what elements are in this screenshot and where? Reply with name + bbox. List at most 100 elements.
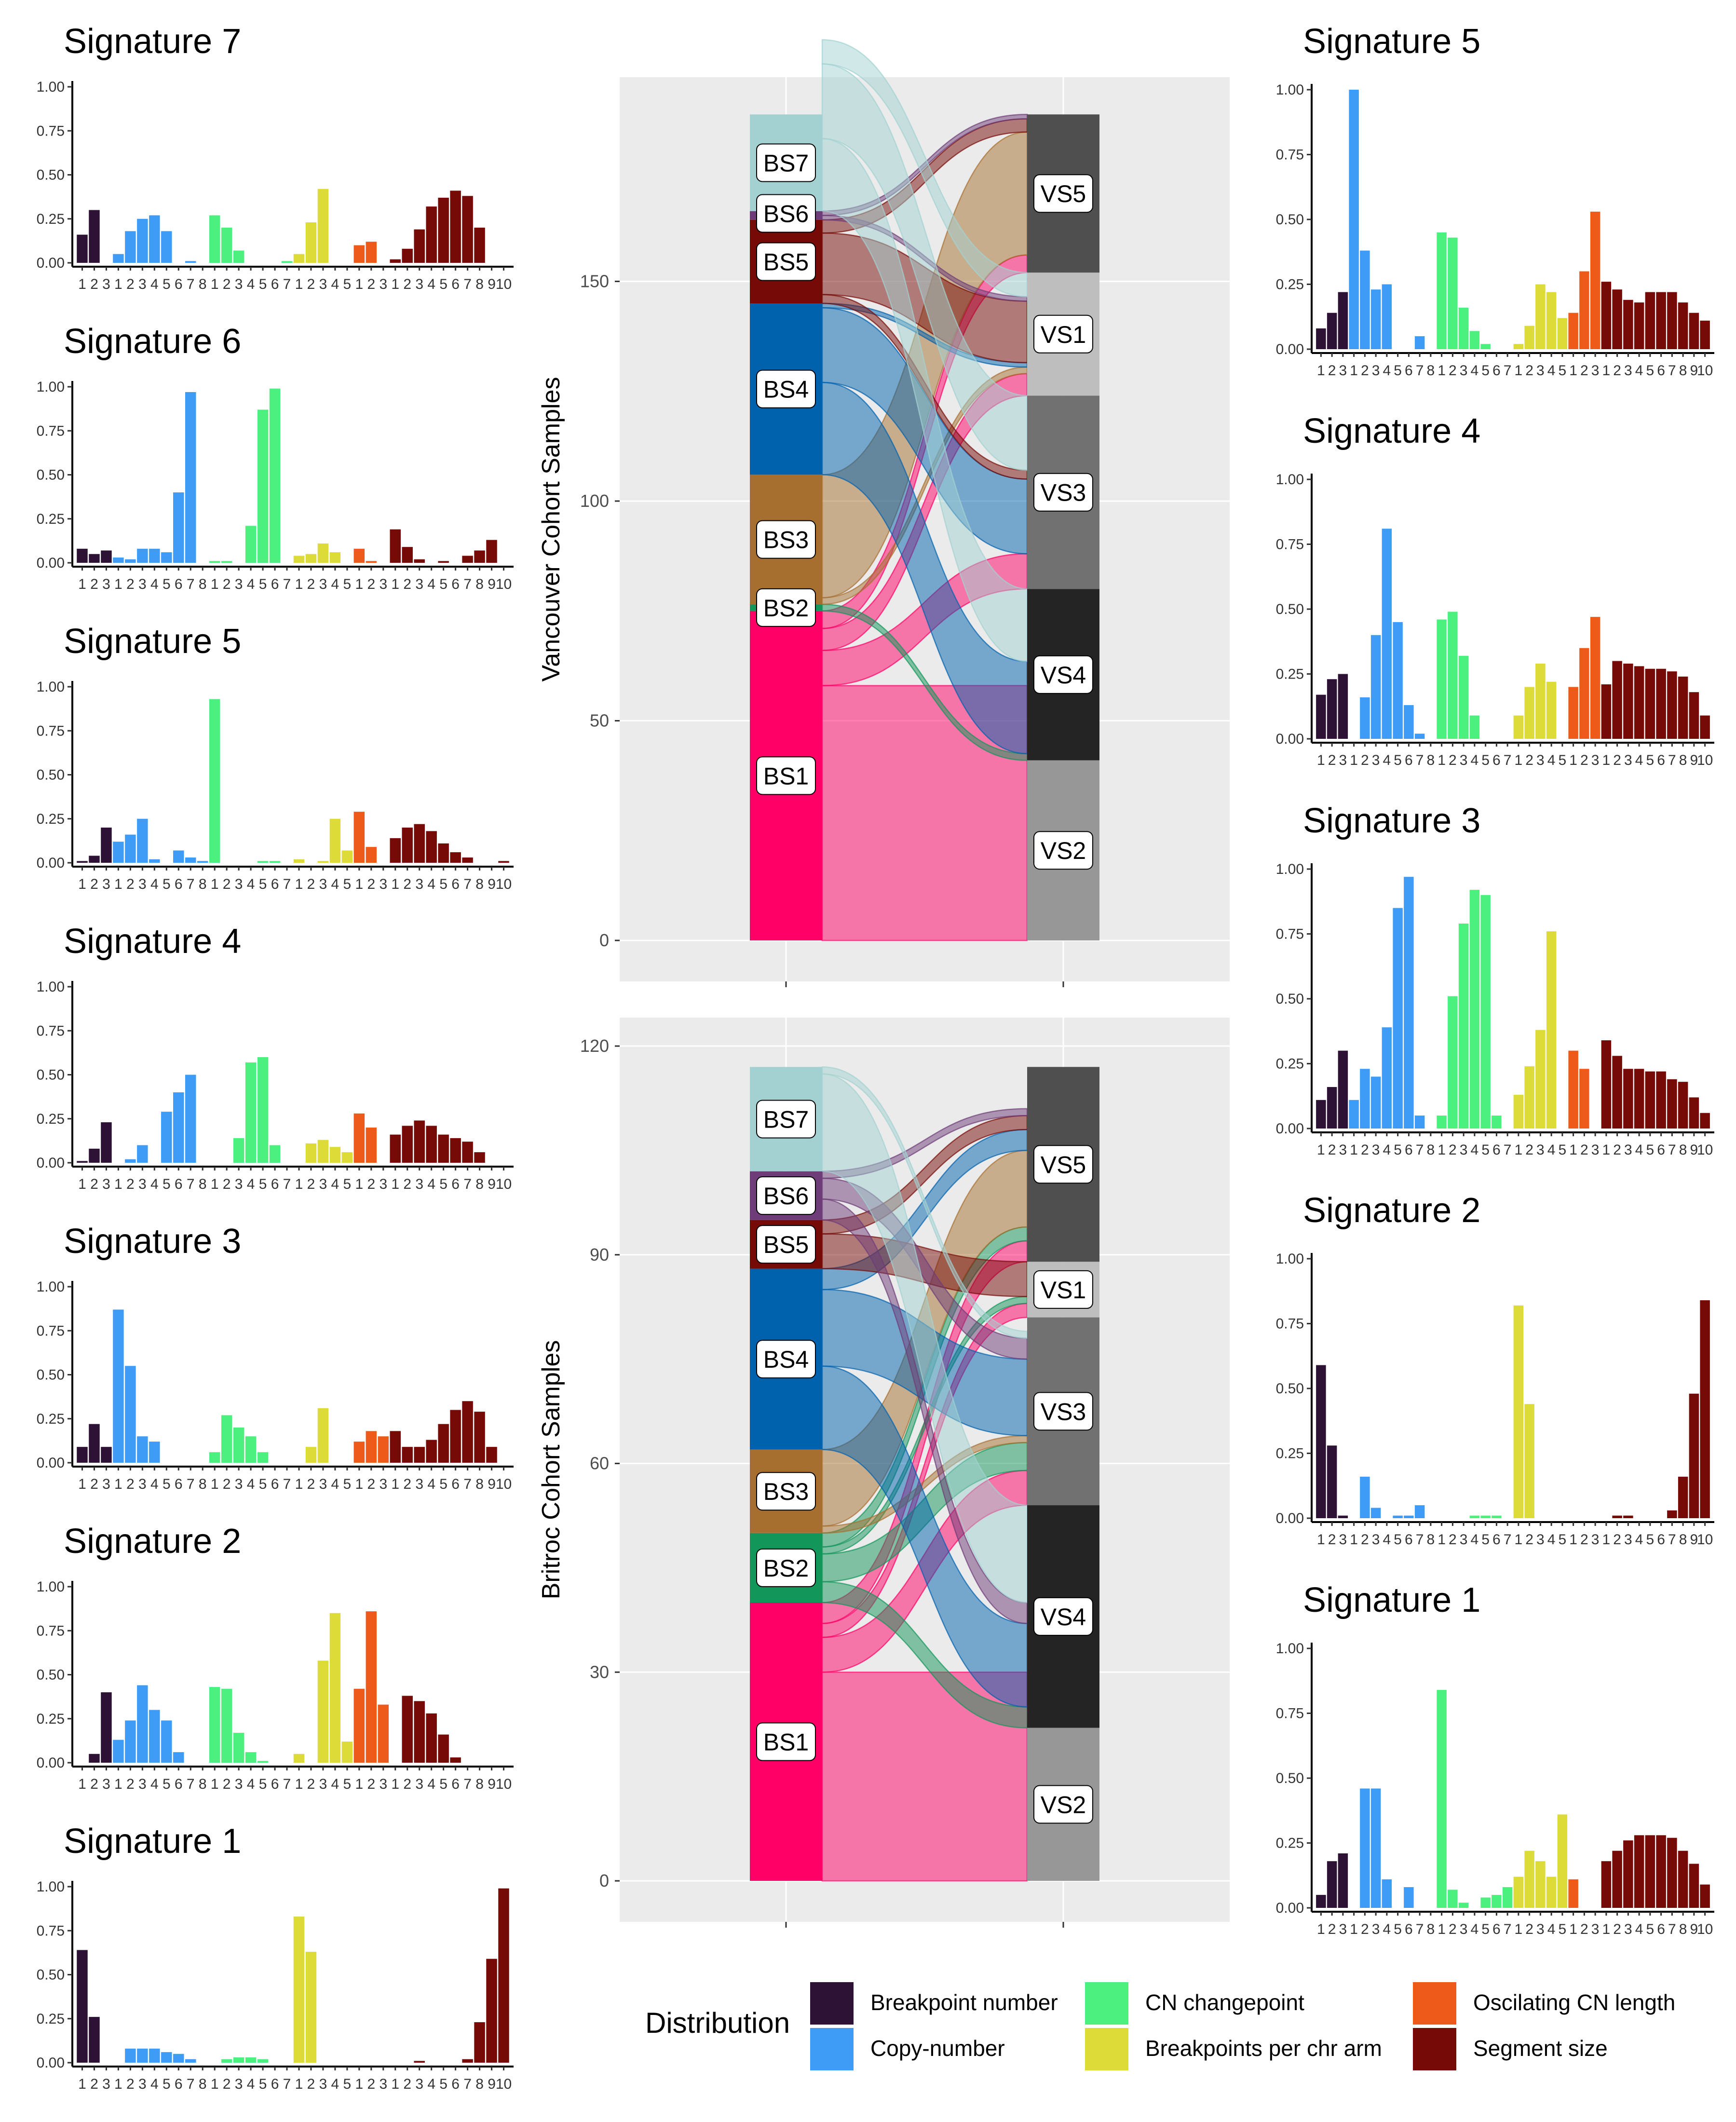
- x-tick-label: 5: [1394, 1142, 1402, 1158]
- x-tick-label: 3: [1536, 1142, 1545, 1158]
- legend-title: Distribution: [645, 2007, 790, 2039]
- x-tick-label: 10: [496, 576, 512, 592]
- bar: [1546, 681, 1557, 739]
- bar: [1480, 895, 1491, 1129]
- x-tick-label: 4: [150, 576, 159, 592]
- bar: [1667, 292, 1677, 349]
- stratum-label-box: [1033, 655, 1093, 694]
- x-tick-label: 2: [307, 1176, 315, 1192]
- x-tick-label: 2: [367, 876, 375, 892]
- x-tick-label: 4: [1383, 1142, 1391, 1158]
- x-tick-label: 2: [1449, 752, 1457, 768]
- bar: [1480, 344, 1491, 349]
- bar: [1360, 1788, 1370, 1908]
- bar: [1601, 282, 1612, 349]
- x-tick-label: 7: [1668, 363, 1676, 379]
- bar: [1338, 292, 1348, 349]
- signature-chart-left-6: Signature 10.000.250.500.751.001 2 3 1 2 3 4 5 6…: [37, 1822, 514, 2092]
- bar: [462, 1142, 473, 1163]
- y-tick-label: 0.50: [37, 167, 65, 183]
- bar: [329, 818, 341, 863]
- x-tick-label: 3: [379, 876, 387, 892]
- bar: [293, 1754, 305, 1763]
- x-tick-label: 4: [331, 1176, 339, 1192]
- bar: [1458, 655, 1469, 739]
- x-tick-label: 4: [331, 1476, 339, 1492]
- x-tick-label: 7: [463, 1176, 472, 1192]
- x-tick-label: 4: [427, 276, 435, 292]
- x-tick-label: 5: [259, 2076, 267, 2092]
- x-tick-label: 6: [1405, 1921, 1413, 1937]
- bar: [450, 852, 461, 863]
- bar: [390, 1134, 401, 1163]
- bar: [1469, 1515, 1480, 1518]
- bar: [1645, 292, 1655, 349]
- x-tick-label: 4: [1635, 752, 1643, 768]
- bar: [402, 828, 413, 863]
- x-tick-label: 1: [114, 876, 122, 892]
- bar: [1448, 237, 1458, 349]
- x-tick-label: 1: [355, 1776, 364, 1792]
- bar: [1502, 1887, 1513, 1908]
- y-tick-label: 0: [599, 1871, 609, 1891]
- x-tick-label: 3: [138, 876, 147, 892]
- bar: [149, 215, 160, 263]
- bar: [1546, 931, 1557, 1129]
- bar: [89, 1754, 100, 1763]
- x-tick-label: 5: [1394, 363, 1402, 379]
- bar: [1513, 1095, 1524, 1129]
- x-tick-label: 7: [463, 1776, 472, 1792]
- x-tick-label: 7: [1668, 1142, 1676, 1158]
- y-tick-label: 0.25: [1276, 1836, 1304, 1851]
- x-tick-label: 1: [355, 1476, 364, 1492]
- x-tick-label: 8: [199, 876, 207, 892]
- x-tick-label: 6: [175, 2076, 183, 2092]
- signature-chart-left-5: Signature 20.000.250.500.751.001 2 3 1 2 3 4 5 6…: [37, 1522, 514, 1792]
- x-tick-label: 2: [1449, 1142, 1457, 1158]
- x-tick-label: 4: [1471, 1921, 1479, 1937]
- bar: [257, 1057, 269, 1163]
- x-tick-label: 2: [1613, 1142, 1621, 1158]
- stratum-label-box: [1033, 473, 1093, 512]
- x-tick-label: 6: [1657, 752, 1665, 768]
- x-tick-label: 2: [1580, 1142, 1588, 1158]
- x-tick-label: 10: [1697, 363, 1713, 379]
- bar: [245, 526, 257, 563]
- bar: [161, 1720, 172, 1763]
- x-tick-label: 7: [283, 1476, 291, 1492]
- x-tick-label: 5: [1559, 363, 1567, 379]
- x-tick-label: 2: [90, 2076, 98, 2092]
- signature-chart-left-3: Signature 40.000.250.500.751.001 2 3 1 2 3 4 5 6…: [37, 922, 514, 1192]
- x-tick-label: 4: [247, 576, 255, 592]
- x-tick-label: 6: [1405, 1142, 1413, 1158]
- x-tick-label: 4: [150, 1476, 159, 1492]
- bar: [149, 548, 160, 563]
- x-tick-label: 1: [391, 1776, 399, 1792]
- x-tick-label: 1: [78, 1176, 86, 1192]
- x-tick-label: 6: [451, 876, 460, 892]
- x-tick-label: 6: [1492, 363, 1501, 379]
- bar: [1414, 336, 1425, 349]
- x-tick-label: 3: [1624, 1142, 1632, 1158]
- bar: [426, 1440, 437, 1463]
- x-tick-label: 3: [379, 1176, 387, 1192]
- x-tick-label: 4: [247, 276, 255, 292]
- x-tick-label: 1: [391, 1476, 399, 1492]
- legend-label: Breakpoints per chr arm: [1145, 2036, 1382, 2061]
- x-tick-label: 7: [463, 276, 472, 292]
- bar: [1370, 635, 1381, 739]
- x-tick-label: 1: [391, 2076, 399, 2092]
- bar: [1557, 318, 1568, 349]
- y-tick-label: 1.00: [1276, 861, 1304, 877]
- legend-swatch: [1085, 1982, 1128, 2025]
- bar: [125, 1159, 136, 1163]
- bar: [1480, 1897, 1491, 1908]
- bar: [137, 548, 148, 563]
- x-tick-label: 1: [1350, 363, 1358, 379]
- bar: [1546, 1877, 1557, 1908]
- y-tick-label: 0.50: [37, 767, 65, 783]
- bar: [317, 861, 329, 863]
- legend-label: Oscilating CN length: [1473, 1990, 1675, 2015]
- y-tick-label: 0.75: [37, 1323, 65, 1339]
- x-tick-label: 7: [463, 2076, 472, 2092]
